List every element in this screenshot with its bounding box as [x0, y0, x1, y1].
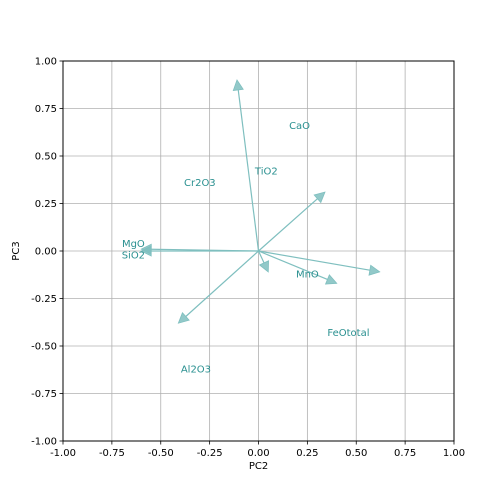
x-tick-label: 0.25 — [296, 448, 318, 459]
vector-shaft — [259, 251, 370, 270]
vector-arrowhead — [369, 265, 380, 275]
x-tick-label: -1.00 — [50, 448, 76, 459]
x-tick-label: 0.50 — [345, 448, 367, 459]
loading-vectors — [141, 80, 380, 323]
vector-label: Cr2O3 — [184, 178, 216, 189]
vector-label: TiO2 — [254, 167, 278, 178]
x-tick-label: -0.75 — [99, 448, 125, 459]
y-axis-label: PC3 — [11, 241, 22, 260]
y-tick-label: 0.00 — [35, 247, 57, 258]
vector-label: SiO2 — [122, 250, 145, 261]
x-tick-label: -0.25 — [197, 448, 223, 459]
vector-label: CaO — [289, 121, 310, 132]
vector-shaft — [186, 251, 259, 317]
vector-label: Al2O3 — [181, 364, 211, 375]
y-tick-label: -0.50 — [31, 342, 57, 353]
vector-arrowhead — [233, 80, 243, 91]
vector-arrowhead — [326, 275, 337, 284]
y-tick-label: -0.25 — [31, 294, 57, 305]
x-tick-label: 0.75 — [394, 448, 416, 459]
y-tick-label: 0.75 — [35, 104, 57, 115]
y-axis-ticks: -1.00 -0.75 -0.50 -0.25 0.00 0.25 0.50 0.75 1.00 — [31, 57, 63, 448]
x-tick-label: 0.00 — [247, 448, 269, 459]
y-tick-label: 0.50 — [35, 152, 57, 163]
vector-label: MgO — [122, 239, 145, 250]
y-tick-label: 1.00 — [35, 57, 57, 68]
x-tick-label: -0.50 — [148, 448, 174, 459]
vector-label: FeOtotal — [327, 328, 369, 339]
vector-label: MnO — [296, 269, 319, 280]
x-tick-label: 1.00 — [443, 448, 465, 459]
y-tick-label: -1.00 — [31, 437, 57, 448]
x-axis-ticks: -1.00 -0.75 -0.50 -0.25 0.00 0.25 0.50 0.75 1.00 — [50, 441, 465, 459]
x-axis-label: PC2 — [249, 461, 268, 472]
vector-shaft — [259, 199, 318, 251]
y-tick-label: -0.75 — [31, 389, 57, 400]
y-tick-label: 0.25 — [35, 199, 57, 210]
